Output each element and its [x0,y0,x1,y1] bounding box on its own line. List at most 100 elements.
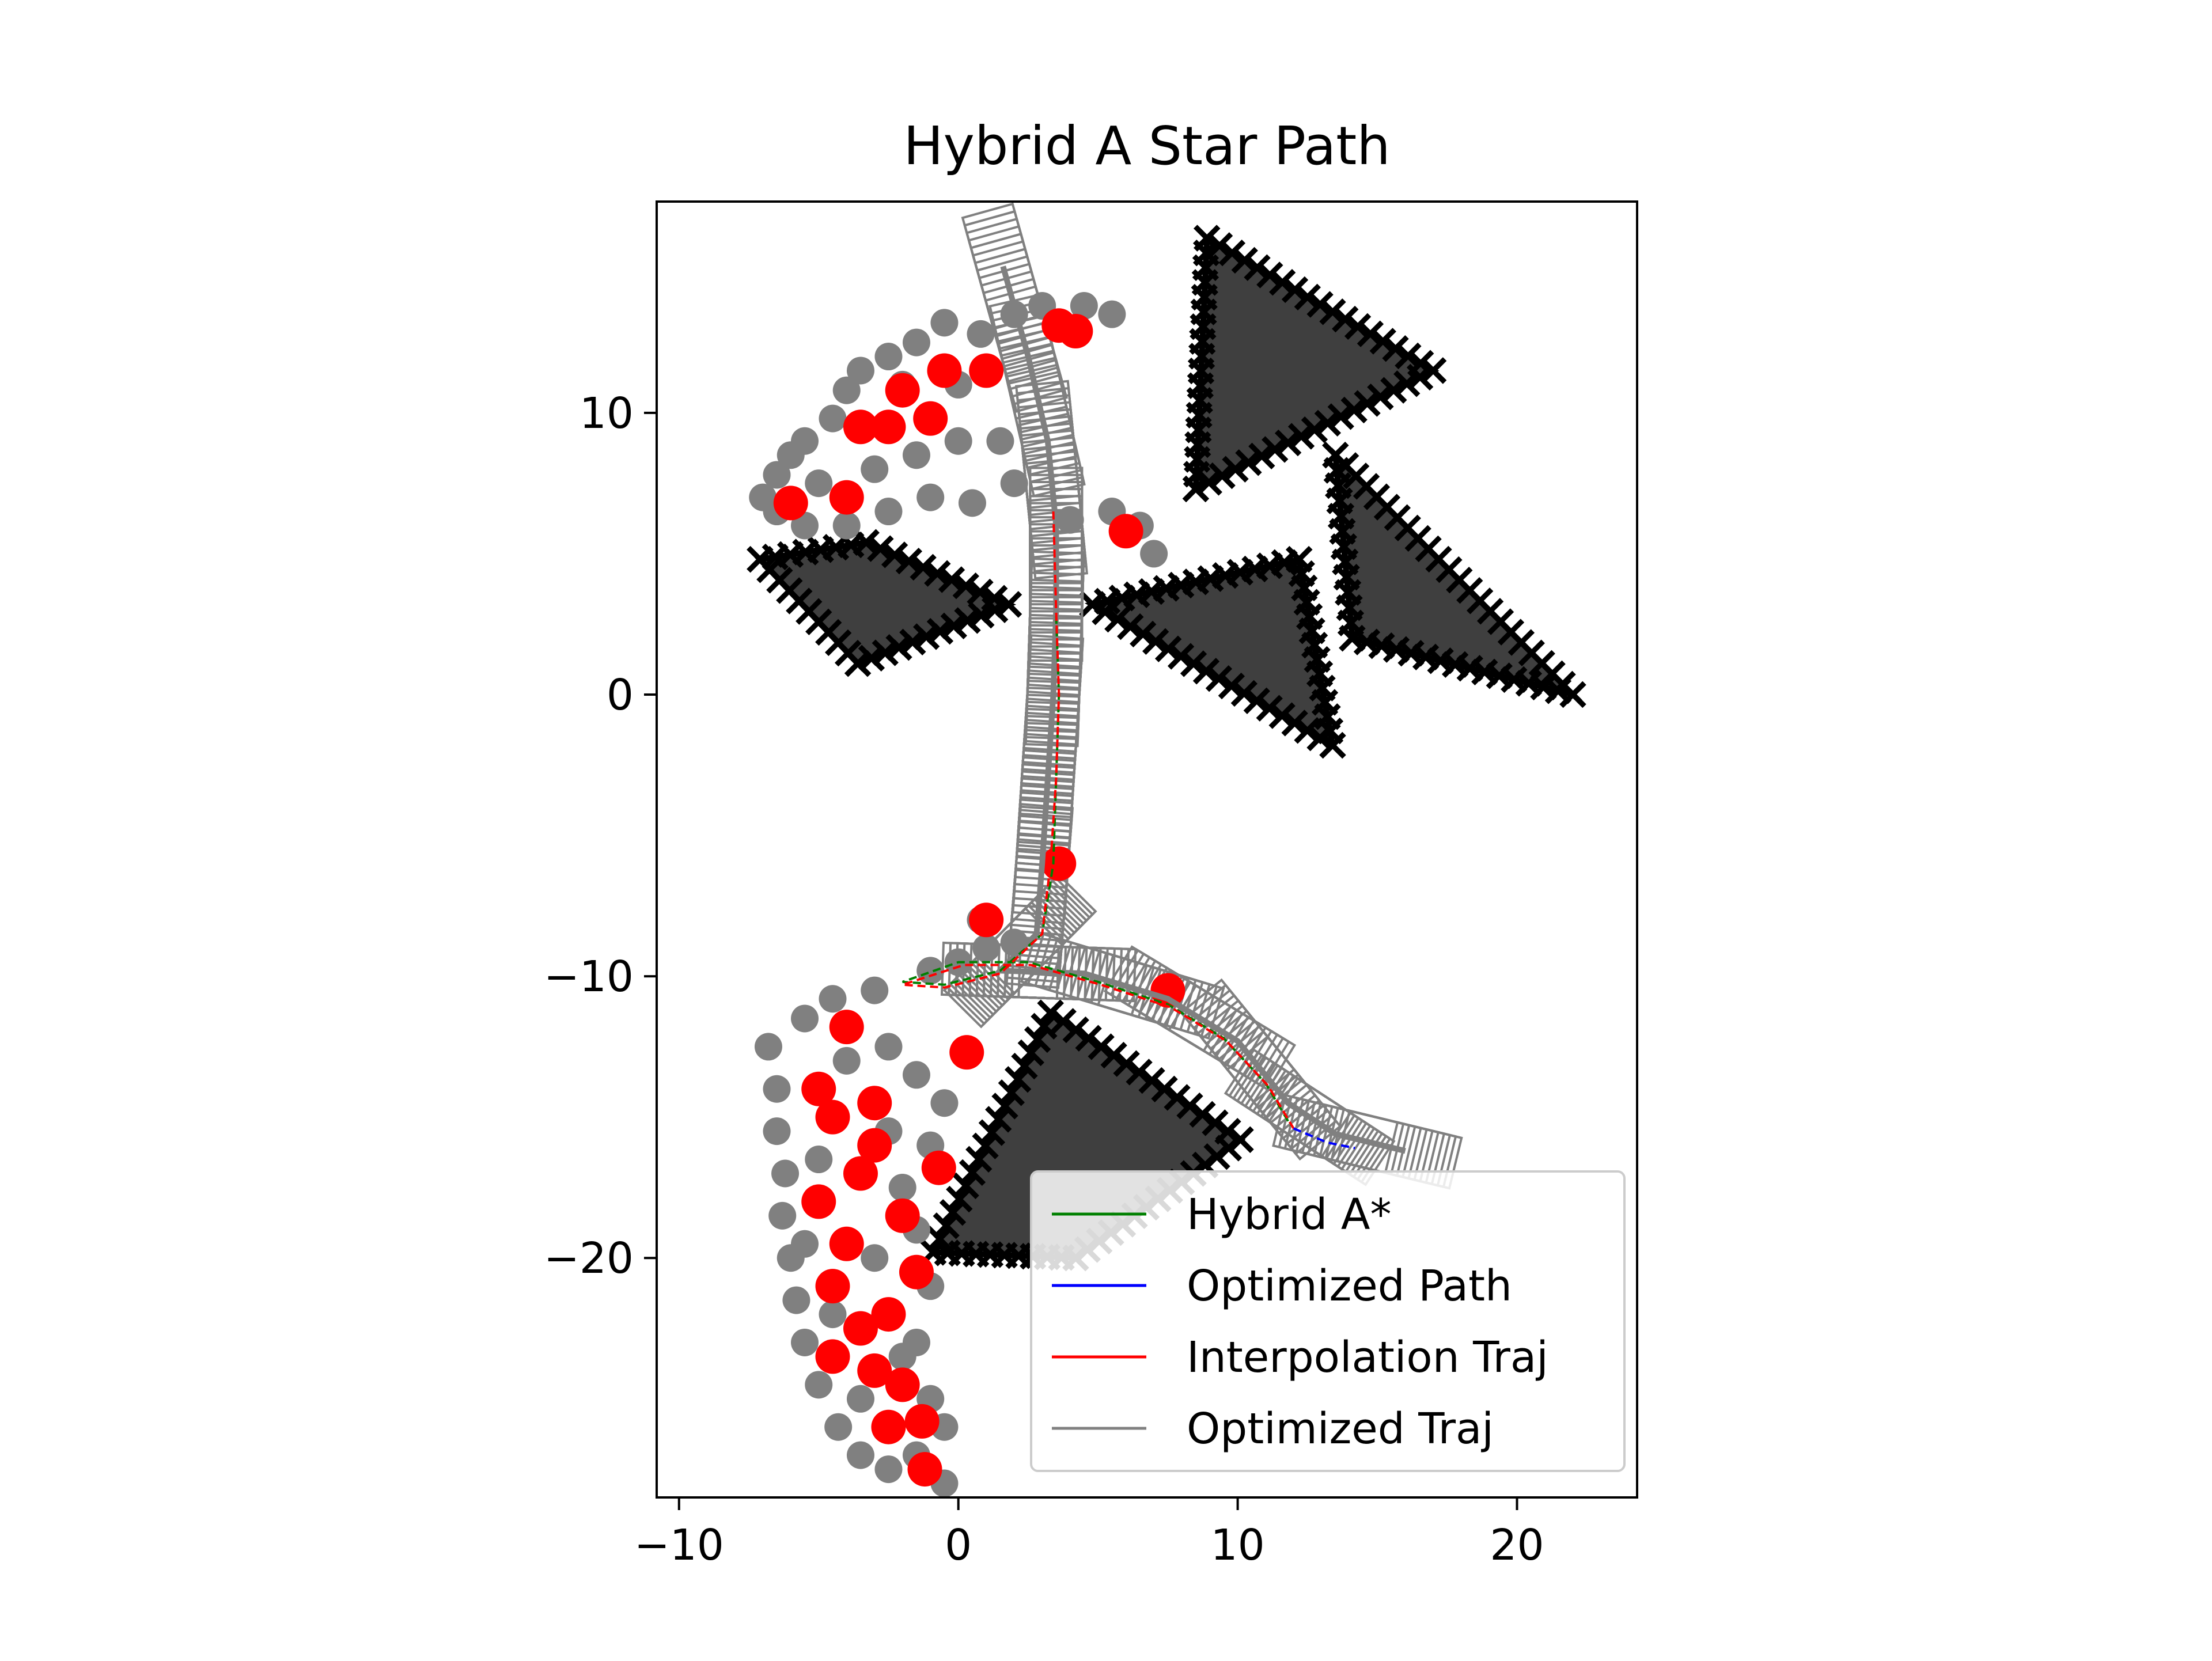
obstacle-marker [1154,635,1182,662]
obstacle-marker [1011,1052,1038,1080]
y-tick-label: −20 [544,1234,634,1283]
obstacle-marker [1244,254,1271,281]
obstacle-marker [1382,335,1409,362]
red-sample-point [829,1010,864,1045]
gray-sample-point [930,309,959,337]
obstacle-marker [910,553,937,581]
gray-sample-point [986,427,1014,455]
obstacle-marker [1367,383,1394,411]
gray-sample-point [1056,506,1084,534]
obstacle-marker [844,650,872,677]
red-sample-point [913,401,948,436]
obstacle-marker [1130,620,1157,648]
obstacle-marker [1050,1008,1077,1035]
obstacle-marker [954,607,981,634]
obstacle-marker [967,578,994,606]
gray-sample-point [1070,291,1098,320]
red-sample-point [801,1071,836,1106]
y-tick-label: 0 [607,670,634,720]
obstacle-marker [1380,377,1407,404]
obstacle-marker [1218,672,1245,700]
red-sample-point [871,1409,906,1444]
obstacle-marker [1075,1025,1102,1052]
red-sample-point [904,1404,940,1439]
red-sample-point [857,1128,892,1163]
obstacle-marker [1062,1016,1089,1044]
gray-sample-point [819,404,847,433]
red-sample-point [885,1198,920,1233]
gray-sample-point [790,1004,819,1033]
red-sample-point [927,353,962,388]
gray-sample-point [861,455,889,483]
gray-sample-point [763,1075,791,1103]
obstacle-marker [885,634,912,661]
obstacle-marker [1369,328,1396,355]
gray-sample-point [1098,300,1126,328]
series-line-optimized-traj [993,266,1406,1154]
y-tick-label: 10 [579,389,634,438]
red-sample-point [857,1353,892,1388]
legend-label: Interpolation Traj [1187,1333,1548,1382]
obstacle-top-right [1182,225,1447,503]
gray-sample-point [861,1244,889,1272]
obstacle-marker [899,628,926,656]
obstacle-marker [1281,276,1309,304]
red-samples [773,308,1185,1487]
obstacle-marker [881,541,908,568]
series-line-optimized-path [1293,1127,1355,1150]
obstacle-marker [1327,403,1354,430]
gray-sample-point [930,1089,959,1117]
obstacle-marker [1088,1033,1115,1060]
obstacle-marker [1209,462,1236,490]
obstacle-marker [1180,650,1207,677]
gray-sample-point [916,483,945,511]
series-line-interpolation-traj [902,511,1295,1129]
obstacle-marker [1357,320,1384,347]
obstacle-marker [1142,628,1169,655]
obstacle-marker [1192,658,1220,685]
obstacle-marker [1206,232,1233,259]
gray-sample-point [902,328,930,357]
obstacle-marker [1340,396,1368,424]
obstacle-marker [1205,665,1233,692]
gray-sample-point [832,1046,861,1075]
obstacle-marker [991,1093,1018,1120]
obstacle-marker [959,1159,986,1186]
obstacle-marker [1194,225,1221,252]
obstacle-marker [1218,239,1246,267]
gray-sample-point [768,1201,797,1230]
obstacle-marker [978,1119,1006,1146]
gray-sample-point [782,1286,810,1314]
red-sample-point [815,1269,850,1304]
gray-sample-point [972,934,1001,962]
red-sample-point [871,409,906,445]
obstacle-marker [1248,442,1275,470]
obstacle-marker [1322,442,1349,469]
legend: Hybrid A* Optimized Path Interpolation Tra… [1030,1170,1626,1472]
gray-sample-point [874,343,903,371]
gray-sample-point [1000,469,1028,498]
x-tick-label: 0 [945,1520,972,1570]
obstacle-marker [1017,1039,1044,1067]
obstacle-marker [952,1172,979,1200]
obstacle-marker [1235,449,1262,476]
obstacle-marker [1294,283,1321,310]
obstacle-marker [867,535,894,562]
gray-sample-point [861,976,889,1004]
obstacle-marker [1195,469,1222,496]
obstacle-marker [968,601,995,629]
obstacle-marker [1100,1041,1127,1069]
gray-sample-point [771,1159,800,1188]
gray-sample-point [805,1371,833,1399]
gray-sample-point [902,1061,930,1089]
gray-sample-point [790,427,819,455]
obstacle-marker [1274,429,1302,457]
red-sample-point [801,1184,836,1219]
obstacle-marker [1222,456,1249,483]
legend-box [1030,1170,1626,1472]
gray-sample-point [805,1146,833,1174]
red-sample-point [1108,514,1143,549]
obstacle-marker [1004,1065,1032,1093]
obstacle-marker [747,546,774,573]
